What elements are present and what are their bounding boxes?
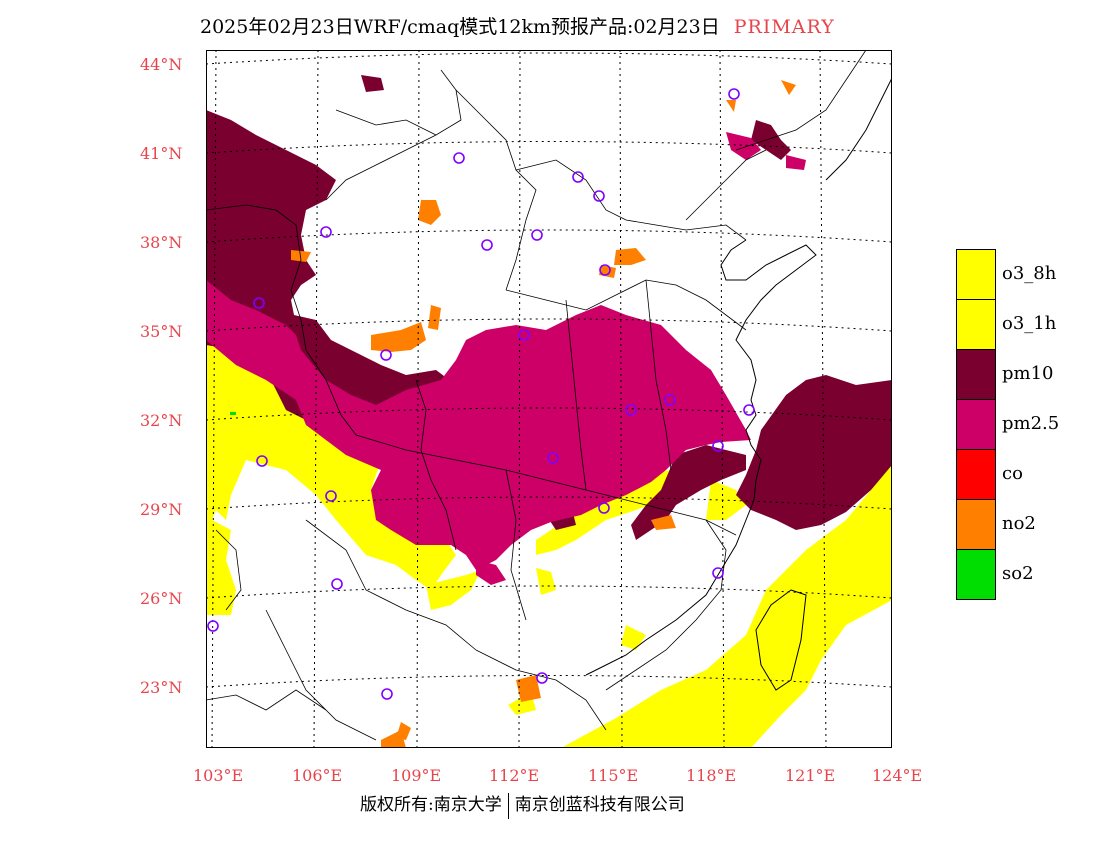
station-marker	[325, 490, 337, 502]
lat-label-29: 29°N	[140, 500, 183, 519]
lon-label-106: 106°E	[292, 766, 343, 785]
station-marker	[593, 190, 605, 202]
legend-swatch-o3-8h	[956, 249, 996, 300]
legend-label-so2: so2	[1002, 563, 1034, 584]
lon-label-115: 115°E	[588, 766, 639, 785]
legend-label-o3-1h: o3_1h	[1002, 313, 1057, 334]
station-marker	[664, 394, 676, 406]
so2-speck	[230, 412, 236, 415]
lon-label-124: 124°E	[872, 766, 923, 785]
legend-swatch-o3-1h	[956, 299, 996, 350]
legend-swatch-no2	[956, 499, 996, 550]
station-marker	[381, 688, 393, 700]
station-marker	[728, 88, 740, 100]
lon-label-121: 121°E	[785, 766, 836, 785]
lat-label-38: 38°N	[140, 233, 183, 252]
stations	[207, 88, 755, 700]
station-marker	[380, 349, 392, 361]
station-marker	[320, 226, 332, 238]
station-marker	[331, 578, 343, 590]
station-marker	[572, 171, 584, 183]
station-marker	[256, 455, 268, 467]
station-marker	[712, 440, 724, 452]
station-marker	[207, 620, 219, 632]
lon-label-112: 112°E	[489, 766, 540, 785]
o3-region	[206, 342, 892, 748]
lon-label-109: 109°E	[391, 766, 442, 785]
station-marker	[531, 229, 543, 241]
pollutant-map	[206, 50, 892, 748]
footer: 版权所有:南京大学 南京创蓝科技有限公司	[360, 790, 685, 819]
legend-swatch-so2	[956, 549, 996, 600]
legend-swatch-pm10	[956, 349, 996, 400]
legend-label-no2: no2	[1002, 513, 1036, 534]
lat-label-23: 23°N	[140, 678, 183, 697]
lat-label-44: 44°N	[140, 55, 183, 74]
station-marker	[253, 297, 265, 309]
lon-label-103: 103°E	[193, 766, 244, 785]
lat-label-26: 26°N	[140, 589, 183, 608]
primary-tag: PRIMARY	[733, 16, 835, 38]
station-marker	[453, 152, 465, 164]
station-marker	[547, 452, 559, 464]
station-marker	[518, 329, 530, 341]
graticule	[206, 50, 892, 748]
coastline	[585, 76, 892, 691]
lat-label-32: 32°N	[140, 411, 183, 430]
station-marker	[599, 264, 611, 276]
legend-label-pm25: pm2.5	[1002, 413, 1060, 434]
lon-label-118: 118°E	[686, 766, 737, 785]
station-marker	[625, 404, 637, 416]
legend-label-pm10: pm10	[1002, 363, 1054, 384]
map-title: 2025年02月23日WRF/cmaq模式12km预报产品:02月23日 PRIM…	[200, 12, 835, 39]
lat-label-35: 35°N	[140, 322, 183, 341]
station-marker	[598, 502, 610, 514]
legend-label-o3-8h: o3_8h	[1002, 263, 1057, 284]
station-marker	[712, 567, 724, 579]
copyright-text: 版权所有:南京大学	[360, 795, 502, 815]
map-panel	[206, 50, 892, 748]
company-text: 南京创蓝科技有限公司	[514, 795, 685, 815]
boundaries	[206, 50, 867, 741]
legend-label-co: co	[1002, 463, 1023, 484]
legend-swatch-co	[956, 449, 996, 500]
lat-label-41: 41°N	[140, 144, 183, 163]
station-marker	[743, 404, 755, 416]
footer-divider	[507, 792, 509, 819]
legend-swatch-pm25	[956, 399, 996, 450]
station-marker	[536, 672, 548, 684]
station-marker	[481, 239, 493, 251]
title-text: 2025年02月23日WRF/cmaq模式12km预报产品:02月23日	[200, 16, 720, 38]
map-border	[206, 50, 892, 748]
